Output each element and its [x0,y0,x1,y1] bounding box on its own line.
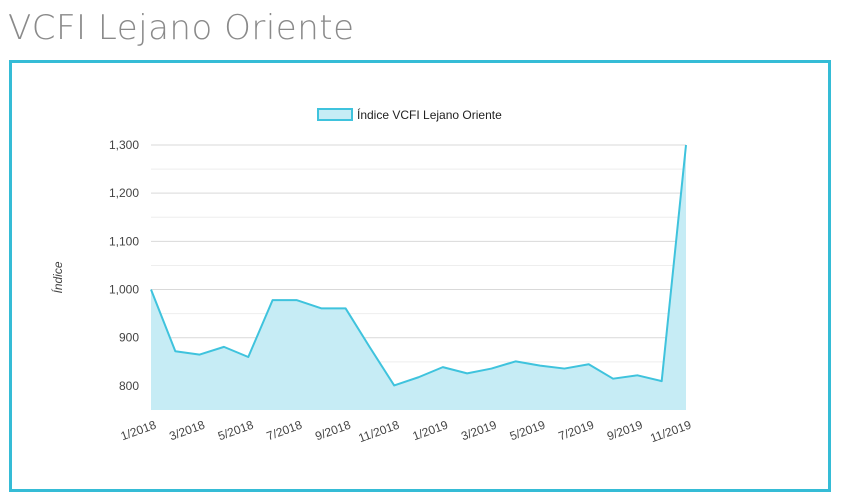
x-tick-label: 11/2018 [356,418,401,446]
x-axis-ticks: 1/2018 3/2018 5/2018 7/2018 9/2018 11/2018 1/2… [119,418,694,446]
y-tick-label: 900 [119,331,139,345]
x-tick-label: 1/2019 [411,418,451,444]
legend-swatch[interactable] [317,108,353,121]
x-tick-label: 3/2018 [167,418,207,444]
series-area [150,144,687,410]
series-line[interactable] [150,144,687,387]
x-tick-label: 5/2019 [508,418,548,444]
area-chart: 800 900 1,000 1,100 1,200 1,300 1/2018 3/2018 5… [50,107,694,446]
chart-container: 800 900 1,000 1,100 1,200 1,300 1/2018 3/2018 5… [9,60,831,492]
legend: Índice VCFI Lejano Oriente [317,107,502,122]
x-tick-label: 9/2019 [605,418,645,444]
y-tick-label: 1,100 [109,234,139,248]
y-axis-label: Índice [50,261,65,293]
x-tick-label: 1/2018 [119,418,159,444]
y-tick-label: 800 [119,379,139,393]
x-tick-label: 3/2019 [459,418,499,444]
x-tick-label: 7/2018 [265,418,305,444]
x-tick-label: 11/2019 [648,418,693,446]
x-tick-label: 5/2018 [216,418,256,444]
legend-label[interactable]: Índice VCFI Lejano Oriente [357,107,502,122]
x-tick-label: 7/2019 [556,418,596,444]
y-tick-label: 1,000 [109,283,139,297]
y-tick-label: 1,200 [109,186,139,200]
y-axis-ticks: 800 900 1,000 1,100 1,200 1,300 [109,138,139,393]
series-area-fill [151,145,686,410]
page-title: VCFI Lejano Oriente [8,8,355,48]
x-tick-label: 9/2018 [313,418,353,444]
y-tick-label: 1,300 [109,138,139,152]
